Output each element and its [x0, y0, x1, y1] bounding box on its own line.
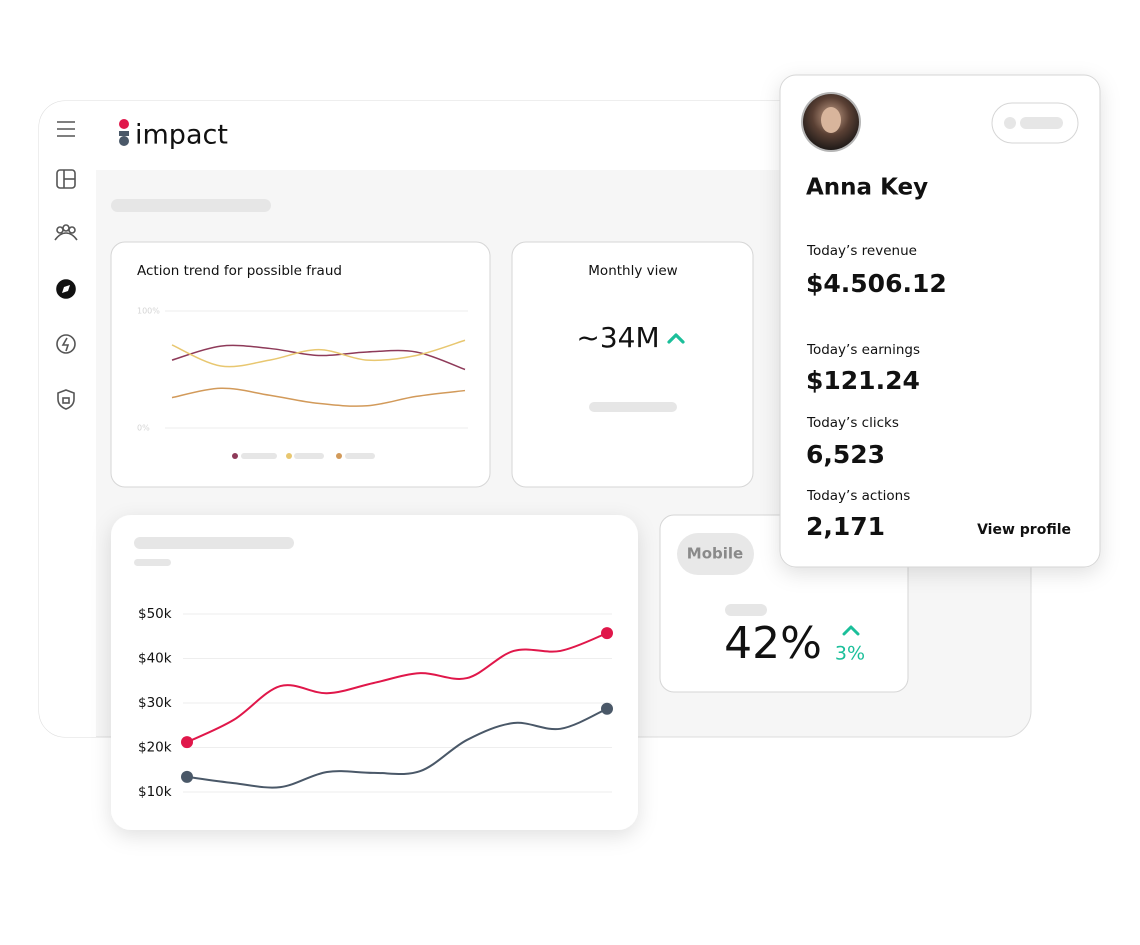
end-point: [181, 736, 193, 749]
up-arrow: [667, 333, 685, 344]
stat-label: Today’s revenue: [806, 243, 917, 259]
security-icon[interactable]: [57, 389, 75, 410]
y-tick-label: $40k: [138, 651, 172, 667]
legend-swatch: [286, 453, 292, 459]
up-arrow: [842, 625, 860, 636]
mobile-value: 42%: [724, 618, 822, 669]
placeholder: [241, 453, 277, 459]
y-tick-label: 100%: [137, 307, 160, 316]
profile-name: Anna Key: [806, 175, 928, 201]
mobile-label: Mobile: [687, 545, 743, 563]
dashboard-icon[interactable]: [56, 169, 76, 189]
monthly-value: ~34M: [576, 321, 659, 354]
monthly-card: [511, 241, 754, 488]
stat-value: $4.506.12: [806, 269, 947, 298]
legend-swatch: [232, 453, 238, 459]
logo-dot-bottom: [119, 136, 129, 146]
monthly-title: Monthly view: [588, 263, 677, 279]
automation-icon[interactable]: [56, 334, 76, 354]
stat-value: 2,171: [806, 512, 885, 541]
series-line: [171, 344, 466, 371]
series-line: [186, 707, 608, 789]
placeholder: [589, 402, 677, 412]
fraud-legend: [232, 453, 375, 459]
y-tick-label: 0%: [137, 424, 150, 433]
sidebar: [39, 101, 96, 737]
stat-label: Today’s earnings: [806, 342, 920, 358]
series-line: [171, 387, 466, 407]
legend-swatch: [336, 453, 342, 459]
end-point: [601, 702, 613, 715]
stat-label: Today’s clicks: [806, 415, 899, 431]
end-point: [181, 770, 193, 783]
fraud-chart-title: Action trend for possible fraud: [137, 263, 342, 279]
series-line: [186, 632, 608, 744]
placeholder: [1020, 117, 1063, 129]
y-tick-label: $50k: [138, 606, 172, 622]
y-tick-label: $20k: [138, 740, 172, 756]
mobile-change: 3%: [835, 643, 865, 665]
y-tick-label: $30k: [138, 695, 172, 711]
end-point: [601, 627, 613, 640]
y-tick-label: $10k: [138, 784, 172, 800]
placeholder: [134, 559, 171, 566]
placeholder: [134, 537, 294, 549]
logo-bar: [119, 131, 129, 136]
sidebar-icons: [54, 121, 78, 410]
stat-value: 6,523: [806, 440, 885, 469]
view-profile-link[interactable]: View profile: [977, 522, 1071, 538]
logo-dot-top: [119, 119, 129, 129]
revenue-card: [111, 515, 638, 830]
placeholder: [345, 453, 375, 459]
stat-label: Today’s actions: [806, 488, 910, 504]
profile-card: [779, 74, 1101, 568]
stat-value: $121.24: [806, 366, 920, 395]
series-line: [171, 339, 466, 368]
placeholder: [294, 453, 324, 459]
fraud-card: [110, 241, 491, 488]
avatar-face: [821, 107, 841, 133]
discover-icon[interactable]: [56, 279, 76, 299]
partners-icon[interactable]: [54, 224, 78, 241]
toggle-knob: [1004, 117, 1016, 129]
placeholder: [111, 199, 271, 212]
placeholder: [725, 604, 767, 616]
menu-icon[interactable]: [57, 121, 75, 137]
mobile-pill[interactable]: [677, 533, 754, 575]
brand-name: impact: [135, 120, 228, 151]
